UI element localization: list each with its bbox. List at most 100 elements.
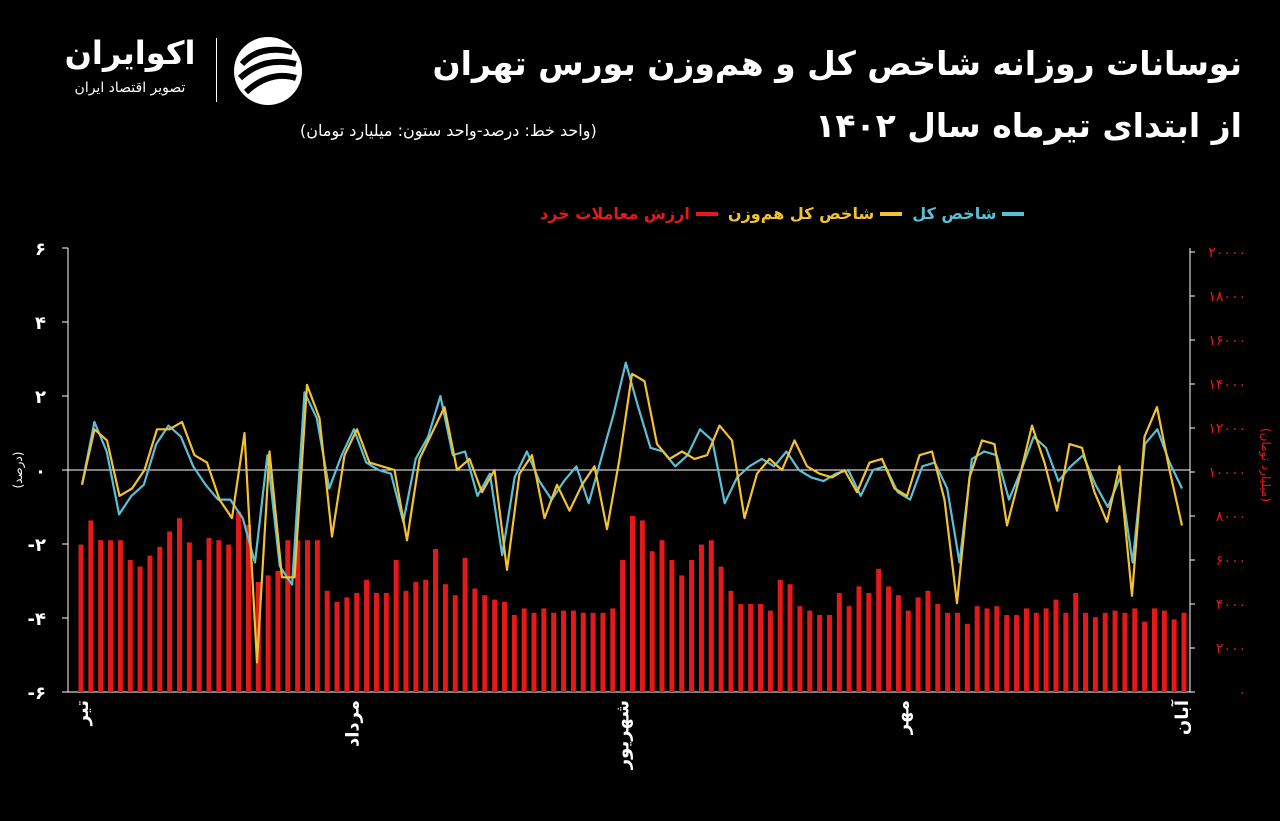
retail-value-bar — [1053, 599, 1059, 692]
right-tick-label: ۱۰۰۰۰ — [1208, 465, 1246, 481]
retail-value-bar — [383, 593, 389, 692]
right-tick-label: ۰ — [1238, 685, 1246, 701]
retail-value-bar — [767, 610, 773, 692]
retail-value-bar — [817, 615, 823, 692]
retail-value-bar — [1181, 612, 1187, 692]
retail-value-bar — [905, 610, 911, 692]
retail-value-bar — [590, 612, 596, 692]
retail-value-bar — [1063, 612, 1069, 692]
retail-value-bar — [777, 579, 783, 692]
retail-value-bar — [954, 612, 960, 692]
retail-value-bar — [521, 608, 527, 692]
retail-value-bar — [354, 593, 360, 692]
legend-item-total-index: شاخص کل — [912, 204, 1025, 223]
retail-value-bar — [1142, 621, 1148, 692]
retail-value-bar — [88, 520, 94, 692]
retail-value-bar — [1161, 610, 1167, 692]
retail-value-bar — [551, 612, 557, 692]
x-month-label: شهریور — [613, 700, 634, 770]
retail-value-bar — [708, 540, 714, 692]
retail-value-bar — [78, 544, 84, 692]
retail-value-bar — [206, 538, 212, 692]
x-month-label: آبان — [1170, 699, 1193, 735]
retail-value-bar — [787, 584, 793, 692]
retail-value-bar — [600, 612, 606, 692]
retail-value-bar — [1073, 593, 1079, 692]
retail-value-bar — [826, 615, 832, 692]
retail-value-bar — [659, 540, 665, 692]
retail-value-bar — [807, 610, 813, 692]
retail-value-bar — [186, 542, 192, 692]
retail-value-bar — [157, 546, 163, 692]
legend-label: شاخص کل — [912, 204, 997, 223]
retail-value-bar — [836, 593, 842, 692]
x-month-label: مرداد — [342, 700, 363, 747]
retail-value-bar — [866, 593, 872, 692]
equal-weight-index-line — [80, 372, 1184, 664]
retail-value-bar — [886, 586, 892, 692]
retail-value-bar — [176, 518, 182, 692]
retail-value-bar — [413, 582, 419, 692]
retail-value-bar — [1043, 608, 1049, 692]
retail-value-bar — [137, 566, 143, 692]
retail-value-bar — [265, 575, 271, 692]
right-tick-label: ۴۰۰۰ — [1216, 597, 1246, 613]
retail-value-bar — [1092, 617, 1098, 692]
chart-legend: شاخص کل شاخص کل هم‌وزن ارزش معاملات خرد — [540, 204, 1025, 223]
retail-value-bar — [758, 604, 764, 692]
retail-value-bar — [433, 549, 439, 692]
retail-value-bar — [108, 540, 114, 692]
retail-value-bar — [245, 524, 251, 692]
retail-value-bar — [1033, 612, 1039, 692]
retail-value-bar — [856, 586, 862, 692]
retail-value-bar — [876, 568, 882, 692]
retail-value-bar — [305, 540, 311, 692]
retail-value-bar — [403, 590, 409, 692]
retail-value-bar — [147, 555, 153, 692]
retail-value-bar — [324, 590, 330, 692]
retail-value-bar — [718, 566, 724, 692]
retail-value-bar — [1122, 612, 1128, 692]
retail-value-bar — [373, 593, 379, 692]
right-tick-label: ۱۲۰۰۰ — [1208, 421, 1246, 437]
retail-value-bar — [974, 606, 980, 692]
retail-value-bar — [748, 604, 754, 692]
retail-value-bar — [295, 540, 301, 692]
right-tick-label: ۱۶۰۰۰ — [1208, 333, 1246, 349]
retail-value-bar — [511, 615, 517, 692]
retail-value-bar — [501, 601, 507, 692]
legend-swatch-icon — [880, 211, 903, 216]
retail-value-bar — [935, 604, 941, 692]
retail-value-bar — [334, 601, 340, 692]
x-month-label: مهر — [892, 700, 913, 735]
retail-value-bar — [364, 579, 370, 692]
retail-value-bar — [994, 606, 1000, 692]
retail-value-bar — [738, 604, 744, 692]
retail-value-bar — [630, 516, 635, 692]
legend-swatch-icon — [695, 211, 718, 216]
total-index-line — [80, 361, 1183, 586]
legend-label: ارزش معاملات خرد — [540, 204, 690, 223]
retail-value-bar — [1014, 615, 1020, 692]
retail-value-bar — [561, 610, 567, 692]
retail-value-bar — [462, 557, 468, 692]
left-tick-label: ۶ — [35, 239, 46, 260]
right-tick-label: ۱۸۰۰۰ — [1208, 289, 1246, 305]
retail-value-bar — [915, 597, 921, 692]
retail-value-bar — [344, 597, 350, 692]
legend-item-equal-weight: شاخص کل هم‌وزن — [728, 204, 903, 223]
retail-value-bar — [482, 595, 488, 692]
retail-value-bar — [895, 595, 901, 692]
retail-value-bar — [1132, 608, 1138, 692]
retail-value-bar — [964, 623, 970, 692]
left-tick-label: ۴ — [35, 313, 46, 334]
retail-value-bar — [117, 540, 123, 692]
right-tick-label: ۶۰۰۰ — [1216, 553, 1246, 569]
retail-value-bar — [925, 590, 931, 692]
left-tick-label: -۲ — [28, 535, 46, 556]
retail-value-bar — [610, 608, 616, 692]
retail-value-bar — [728, 590, 734, 692]
retail-value-bar — [669, 560, 675, 692]
brand-logo: اکوایران تصویر اقتصاد ایران — [50, 34, 310, 108]
